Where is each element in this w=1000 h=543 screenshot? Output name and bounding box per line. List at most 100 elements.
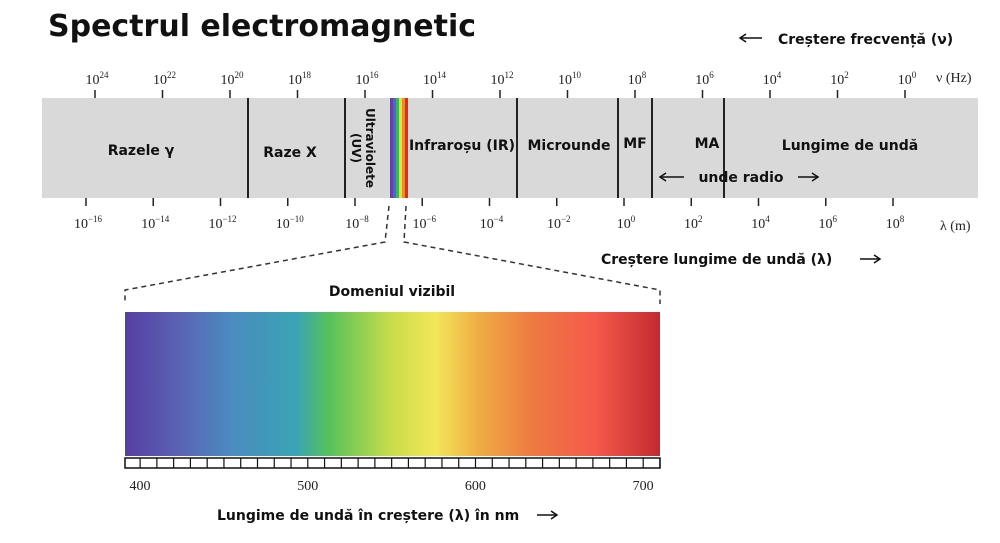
- tick-label: 1022: [153, 70, 176, 88]
- axis-unit: ν (Hz): [936, 71, 972, 86]
- visible-spectrum: [125, 312, 660, 456]
- tick-base: 10: [86, 73, 100, 88]
- tick-exponent: 14: [437, 70, 447, 80]
- tick-exponent: 6: [709, 70, 714, 80]
- region-label: Ultraviolete: [363, 108, 377, 188]
- frequency-note: Creștere frecvență (ν): [778, 32, 953, 48]
- tick-base: 10: [830, 73, 844, 88]
- tick-label: 100: [617, 214, 636, 232]
- tick-base: 10: [221, 73, 235, 88]
- tick-exponent: −6: [426, 214, 436, 224]
- visible-caption: Lungime de undă în creștere (λ) în nm: [217, 508, 519, 524]
- ruler: [124, 457, 661, 469]
- tick-base: 10: [695, 73, 709, 88]
- tick-exponent: −14: [155, 214, 170, 224]
- tick-exponent: 22: [167, 70, 176, 80]
- tick-label: 108: [886, 214, 905, 232]
- tick-base: 10: [558, 73, 572, 88]
- region-label: unde radio: [698, 170, 783, 186]
- region-label: Microunde: [527, 138, 610, 154]
- tick-base: 10: [684, 217, 698, 232]
- tick-base: 10: [345, 217, 359, 232]
- tick-exponent: 0: [631, 214, 636, 224]
- tick-label: 1010: [558, 70, 582, 88]
- tick-label: 106: [695, 70, 714, 88]
- region-label: MA: [695, 136, 720, 152]
- tick-base: 10: [74, 217, 88, 232]
- rainbow-strip: [390, 98, 408, 198]
- tick-exponent: −16: [88, 214, 103, 224]
- region-label: Infraroșu (IR): [409, 138, 515, 154]
- tick-exponent: −10: [290, 214, 305, 224]
- tick-base: 10: [276, 217, 290, 232]
- tick-base: 10: [886, 217, 900, 232]
- tick-label: 10−10: [276, 214, 305, 232]
- title: Spectrul electromagnetic: [48, 9, 476, 44]
- tick-exponent: 4: [765, 214, 770, 224]
- tick-label: 102: [830, 70, 849, 88]
- tick-label: 10−8: [345, 214, 369, 232]
- tick-base: 10: [480, 217, 494, 232]
- region-label: Raze X: [263, 145, 317, 161]
- tick-base: 10: [288, 73, 302, 88]
- region-label: Lungime de undă: [782, 138, 918, 154]
- tick-label: 100: [898, 70, 917, 88]
- tick-label: 10−14: [141, 214, 170, 232]
- tick-label: 10−16: [74, 214, 103, 232]
- zoom-lines: [124, 205, 661, 304]
- tick-label: 1014: [423, 70, 447, 88]
- tick-exponent: −4: [494, 214, 504, 224]
- tick-exponent: 6: [833, 214, 838, 224]
- tick-base: 10: [423, 73, 437, 88]
- arrow: [537, 510, 559, 520]
- tick-label: 106: [819, 214, 838, 232]
- tick-label: 102: [684, 214, 703, 232]
- tick-exponent: 8: [642, 70, 647, 80]
- tick-exponent: −8: [359, 214, 369, 224]
- tick-label: 10−12: [208, 214, 236, 232]
- tick-label: 10−2: [547, 214, 571, 232]
- visible-title: Domeniul vizibil: [329, 284, 455, 300]
- arrow: [860, 254, 882, 264]
- arrow-head: [738, 33, 747, 43]
- tick-base: 10: [153, 73, 167, 88]
- tick-base: 10: [412, 217, 426, 232]
- tick-base: 10: [547, 217, 561, 232]
- tick-exponent: −12: [222, 214, 236, 224]
- tick-label: 1024: [86, 70, 110, 88]
- wavelength-note: Creștere lungime de undă (λ): [601, 252, 832, 268]
- tick-exponent: 12: [505, 70, 514, 80]
- tick-base: 10: [208, 217, 222, 232]
- tick-exponent: 10: [572, 70, 582, 80]
- tick-base: 10: [898, 73, 912, 88]
- region-label: MF: [623, 136, 647, 152]
- tick-label: 1016: [356, 70, 380, 88]
- tick-exponent: 2: [844, 70, 849, 80]
- tick-exponent: 4: [777, 70, 782, 80]
- tick-exponent: 18: [302, 70, 312, 80]
- dividers: [247, 98, 725, 198]
- tick-base: 10: [628, 73, 642, 88]
- tick-exponent: 8: [900, 214, 905, 224]
- radio-arrows: [658, 172, 820, 182]
- tick-base: 10: [141, 217, 155, 232]
- tick-exponent: 2: [698, 214, 703, 224]
- tick-base: 10: [751, 217, 765, 232]
- tick-label: 104: [763, 70, 782, 88]
- tick-label: 108: [628, 70, 647, 88]
- tick-base: 10: [763, 73, 777, 88]
- tick-base: 10: [617, 217, 631, 232]
- axis-unit: λ (m): [940, 219, 971, 234]
- tick-base: 10: [819, 217, 833, 232]
- scale-label: 700: [633, 479, 654, 494]
- tick-label: 10−4: [480, 214, 504, 232]
- scale-label: 400: [130, 479, 151, 494]
- tick-label: 1020: [221, 70, 245, 88]
- tick-exponent: 20: [235, 70, 245, 80]
- tick-exponent: 24: [100, 70, 110, 80]
- tick-exponent: 16: [370, 70, 380, 80]
- tick-base: 10: [491, 73, 505, 88]
- tick-label: 1012: [491, 70, 514, 88]
- tick-label: 1018: [288, 70, 312, 88]
